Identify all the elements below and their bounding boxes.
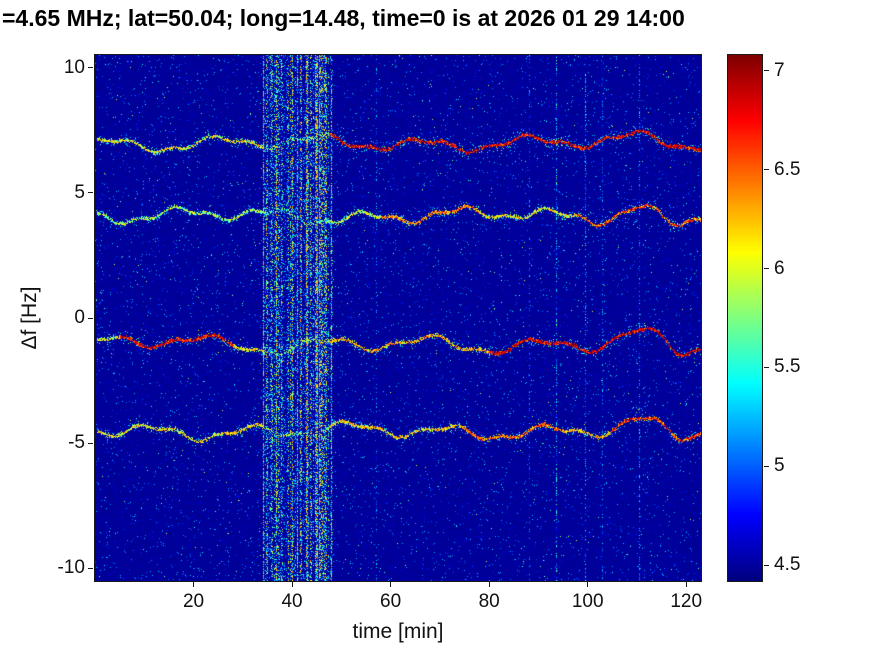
colorbar-tick-label: 5.5 (774, 356, 801, 378)
y-tick-mark (88, 567, 93, 569)
x-tick-label: 60 (380, 591, 402, 612)
y-tick-mark (88, 192, 93, 194)
x-tick-mark (193, 582, 195, 587)
y-tick-label: 5 (74, 181, 85, 203)
colorbar (727, 54, 763, 582)
x-tick-mark (291, 582, 293, 587)
x-tick-label: 100 (571, 591, 604, 612)
spectrogram-canvas (95, 55, 701, 581)
y-tick-label: -10 (57, 557, 85, 579)
y-tick-label: 10 (63, 56, 85, 78)
colorbar-tick-mark (764, 366, 769, 368)
colorbar-tick-label: 6.5 (774, 158, 801, 180)
colorbar-tick-mark (764, 70, 769, 72)
x-tick-label: 20 (182, 591, 205, 612)
colorbar-tick-label: 5 (774, 455, 785, 477)
y-tick-mark (88, 67, 93, 69)
x-axis-label: time [min] (352, 620, 444, 643)
colorbar-tick-label: 4.5 (774, 554, 801, 576)
colorbar-tick-mark (764, 465, 769, 467)
colorbar-tick-mark (764, 169, 769, 171)
colorbar-tick-mark (764, 564, 769, 566)
x-tick-mark (488, 582, 490, 587)
colorbar-tick-label: 6 (774, 257, 785, 279)
x-tick-mark (390, 582, 392, 587)
y-tick-mark (88, 442, 93, 444)
x-tick-label: 40 (281, 591, 303, 612)
chart-title: =4.65 MHz; lat=50.04; long=14.48, time=0… (2, 5, 685, 31)
plot-area (94, 54, 702, 582)
x-tick-label: 80 (478, 591, 500, 612)
x-tick-mark (685, 582, 687, 587)
y-tick-label: -5 (68, 432, 85, 454)
colorbar-tick-mark (764, 268, 769, 270)
x-tick-mark (587, 582, 589, 587)
colorbar-tick-label: 7 (774, 59, 785, 81)
x-tick-label: 120 (670, 591, 703, 612)
y-tick-mark (88, 317, 93, 319)
colorbar-gradient (728, 55, 762, 581)
y-tick-label: 0 (74, 307, 85, 328)
